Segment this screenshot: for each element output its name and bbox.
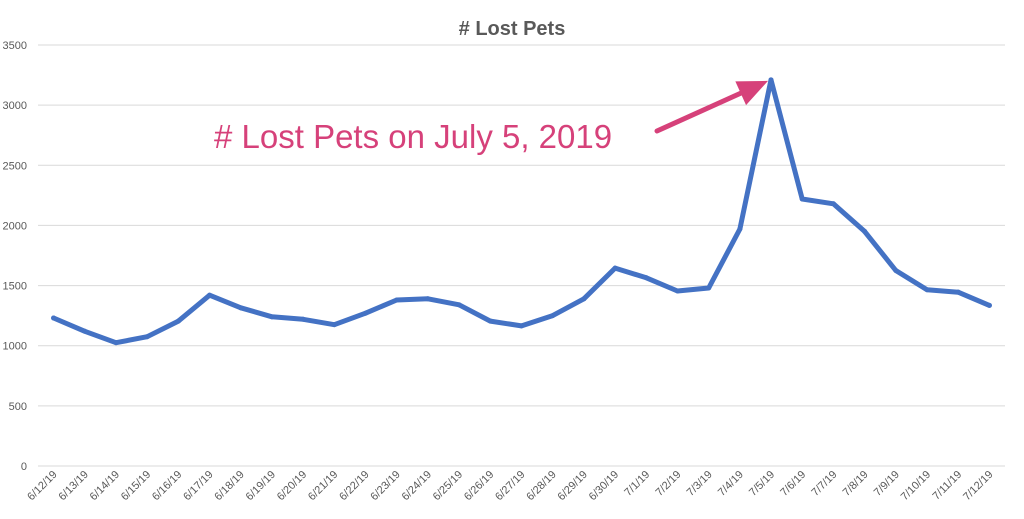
data-point [363, 310, 369, 316]
data-point [674, 288, 680, 294]
x-tick-label: 6/15/19 [119, 469, 153, 503]
data-point [487, 318, 493, 324]
data-point [706, 285, 712, 291]
x-tick-label: 7/5/19 [747, 469, 777, 499]
x-tick-label: 6/14/19 [88, 469, 122, 503]
x-tick-label: 6/29/19 [556, 469, 590, 503]
x-tick-label: 7/10/19 [899, 469, 933, 503]
data-point [799, 196, 805, 202]
data-point [113, 340, 119, 346]
x-tick-label: 7/9/19 [872, 469, 902, 499]
y-tick-label: 0 [21, 461, 27, 473]
y-axis-ticks: 0 500 1000 1500 2000 2500 3000 3500 [3, 40, 27, 473]
data-point [425, 296, 431, 302]
data-point [643, 275, 649, 281]
x-tick-label: 7/7/19 [809, 469, 839, 499]
x-tick-label: 6/24/19 [400, 469, 434, 503]
x-tick-label: 7/6/19 [778, 469, 808, 499]
data-point [924, 287, 930, 293]
data-point [612, 265, 618, 271]
x-axis-ticks: 6/12/196/13/196/14/196/15/196/16/196/17/… [25, 469, 995, 503]
data-point [456, 302, 462, 308]
x-tick-label: 6/16/19 [150, 469, 184, 503]
y-tick-label: 1000 [3, 341, 27, 353]
x-tick-label: 6/27/19 [493, 469, 527, 503]
data-point [331, 322, 337, 328]
data-point [955, 289, 961, 295]
x-tick-label: 6/21/19 [306, 469, 340, 503]
data-point [862, 228, 868, 234]
annotation-text: # Lost Pets on July 5, 2019 [214, 118, 612, 155]
x-tick-label: 7/8/19 [841, 469, 871, 499]
x-tick-label: 6/20/19 [275, 469, 309, 503]
chart-title: # Lost Pets [459, 18, 566, 40]
x-tick-label: 7/3/19 [685, 469, 715, 499]
x-tick-label: 7/1/19 [622, 469, 652, 499]
data-point [893, 268, 899, 274]
x-tick-label: 6/26/19 [462, 469, 496, 503]
y-tick-label: 1500 [3, 281, 27, 293]
y-tick-label: 2500 [3, 160, 27, 172]
data-point [768, 77, 774, 83]
x-tick-label: 6/19/19 [244, 469, 278, 503]
series-layer [51, 77, 992, 346]
x-tick-label: 7/4/19 [716, 469, 746, 499]
y-tick-label: 2000 [3, 220, 27, 232]
y-tick-label: 3000 [3, 100, 27, 112]
x-tick-label: 7/12/19 [961, 469, 995, 503]
gridlines [38, 44, 1005, 467]
data-point [550, 313, 556, 319]
data-point [269, 314, 275, 320]
data-point [207, 292, 213, 298]
data-point [986, 302, 992, 308]
data-point [394, 297, 400, 303]
annotation-arrow-shaft [654, 89, 746, 134]
x-tick-label: 6/13/19 [56, 469, 90, 503]
data-point [519, 323, 524, 329]
data-point [581, 296, 587, 302]
data-point [300, 316, 306, 322]
data-point [144, 334, 150, 340]
y-tick-label: 500 [9, 401, 27, 413]
data-point [175, 318, 181, 324]
annotation: # Lost Pets on July 5, 2019 [214, 80, 769, 155]
x-tick-label: 6/30/19 [587, 469, 621, 503]
x-tick-label: 6/25/19 [431, 469, 465, 503]
x-tick-label: 6/17/19 [181, 469, 215, 503]
x-tick-label: 6/28/19 [524, 469, 558, 503]
x-tick-label: 6/22/19 [337, 469, 371, 503]
x-tick-label: 7/11/19 [930, 469, 964, 503]
annotation-arrow-head [735, 80, 769, 106]
data-point [830, 201, 836, 207]
y-tick-label: 3500 [3, 40, 27, 52]
x-tick-label: 6/12/19 [25, 469, 59, 503]
data-point [238, 305, 244, 311]
x-tick-label: 7/2/19 [653, 469, 683, 499]
data-point [51, 315, 57, 321]
data-point [737, 226, 743, 232]
data-point [82, 328, 88, 334]
x-tick-label: 6/23/19 [368, 469, 402, 503]
x-tick-label: 6/18/19 [212, 469, 246, 503]
